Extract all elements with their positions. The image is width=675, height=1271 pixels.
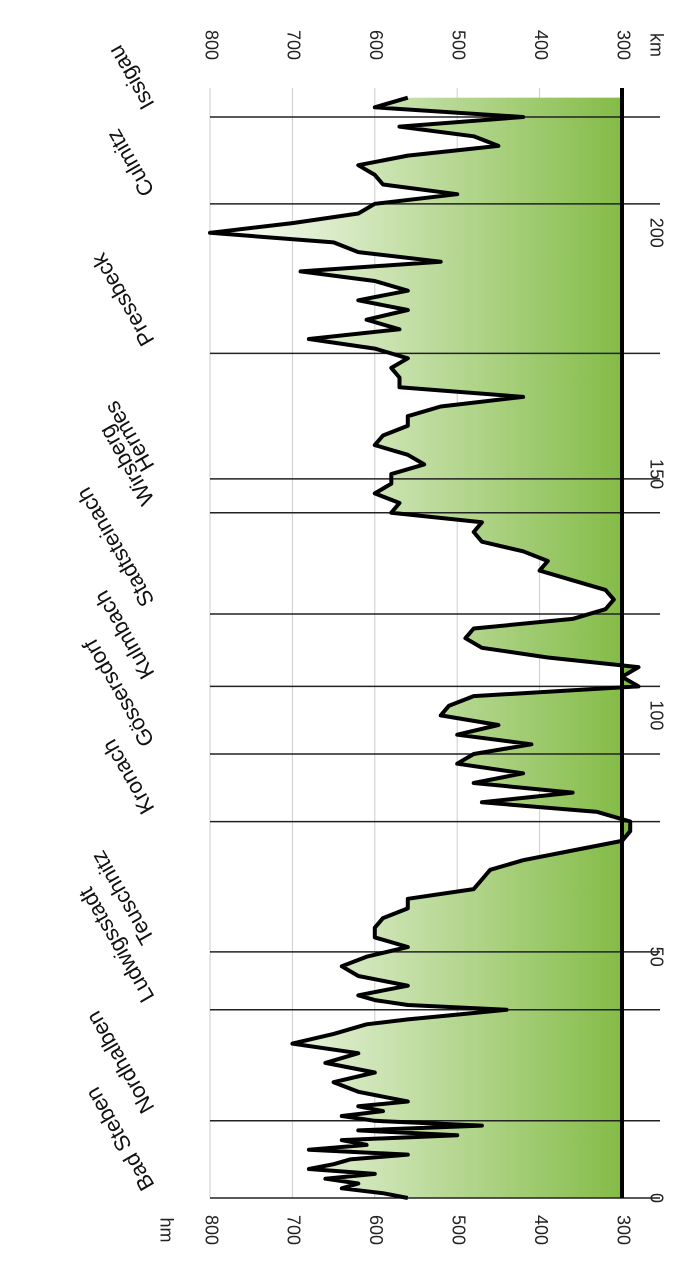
x-tick-200: 200: [646, 218, 666, 248]
elevation-area: [210, 97, 639, 1198]
y-tick-left-500: 500: [448, 1215, 468, 1245]
y-tick-right-700: 700: [284, 30, 304, 60]
y-unit-left: hm: [156, 1217, 176, 1242]
y-tick-left-300: 300: [613, 1215, 633, 1245]
y-tick-left-700: 700: [284, 1215, 304, 1245]
place-markers: [210, 116, 660, 1199]
y-tick-left-800: 800: [201, 1215, 221, 1245]
y-tick-right-300: 300: [613, 30, 633, 60]
x-tick-0: 0: [646, 1193, 666, 1203]
place-label-10: Pressbeck: [86, 248, 160, 350]
place-label-11: Culmitz: [101, 125, 159, 201]
x-tick-50: 50: [646, 947, 666, 967]
place-labels: Bad StebenNordhalbenLudwigsstadtTeuschni…: [71, 41, 159, 1195]
y-tick-right-500: 500: [448, 30, 468, 60]
x-unit: km: [646, 33, 666, 57]
place-label-12: Issigau: [103, 41, 160, 114]
place-label-4: Kronach: [97, 735, 160, 818]
elevation-line: [208, 95, 641, 1200]
y-tick-right-400: 400: [531, 30, 551, 60]
x-tick-100: 100: [646, 700, 666, 730]
x-tick-150: 150: [646, 459, 666, 489]
y-tick-left-400: 400: [531, 1215, 551, 1245]
y-tick-right-600: 600: [366, 30, 386, 60]
y-tick-right-800: 800: [201, 30, 221, 60]
y-tick-left-600: 600: [366, 1215, 386, 1245]
